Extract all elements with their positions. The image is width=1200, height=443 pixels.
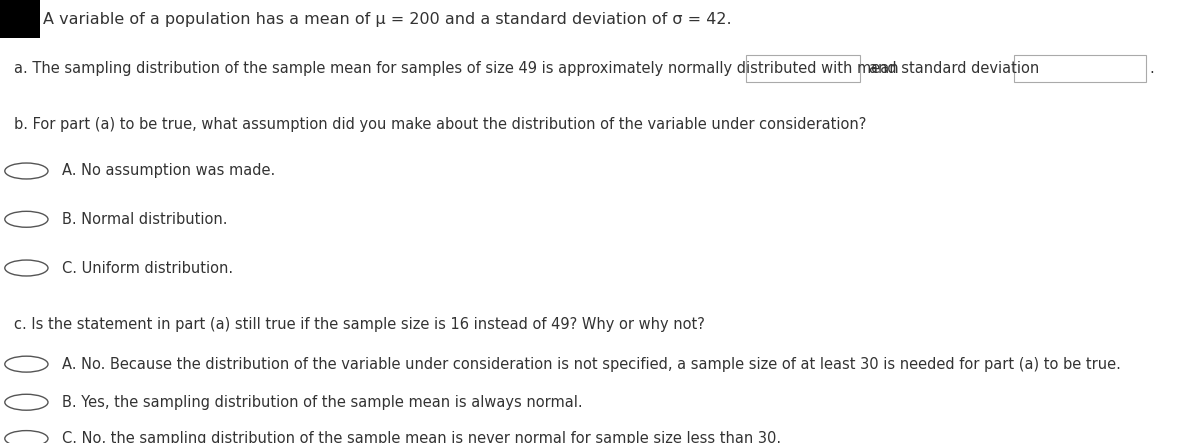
Text: A variable of a population has a mean of μ = 200 and a standard deviation of σ =: A variable of a population has a mean of… <box>43 12 732 27</box>
FancyBboxPatch shape <box>0 0 40 38</box>
Text: b. For part (a) to be true, what assumption did you make about the distribution : b. For part (a) to be true, what assumpt… <box>14 117 866 132</box>
Text: a. The sampling distribution of the sample mean for samples of size 49 is approx: a. The sampling distribution of the samp… <box>14 61 899 76</box>
FancyBboxPatch shape <box>746 55 860 82</box>
Text: .: . <box>1150 61 1154 76</box>
Text: c. Is the statement in part (a) still true if the sample size is 16 instead of 4: c. Is the statement in part (a) still tr… <box>14 317 706 332</box>
Text: A. No. Because the distribution of the variable under consideration is not speci: A. No. Because the distribution of the v… <box>62 357 1121 372</box>
FancyBboxPatch shape <box>1014 55 1146 82</box>
Text: B. Normal distribution.: B. Normal distribution. <box>62 212 228 227</box>
Text: A. No assumption was made.: A. No assumption was made. <box>62 163 276 179</box>
Text: C. Uniform distribution.: C. Uniform distribution. <box>62 260 234 276</box>
Text: C. No, the sampling distribution of the sample mean is never normal for sample s: C. No, the sampling distribution of the … <box>62 431 781 443</box>
Text: and standard deviation: and standard deviation <box>869 61 1039 76</box>
Text: B. Yes, the sampling distribution of the sample mean is always normal.: B. Yes, the sampling distribution of the… <box>62 395 583 410</box>
